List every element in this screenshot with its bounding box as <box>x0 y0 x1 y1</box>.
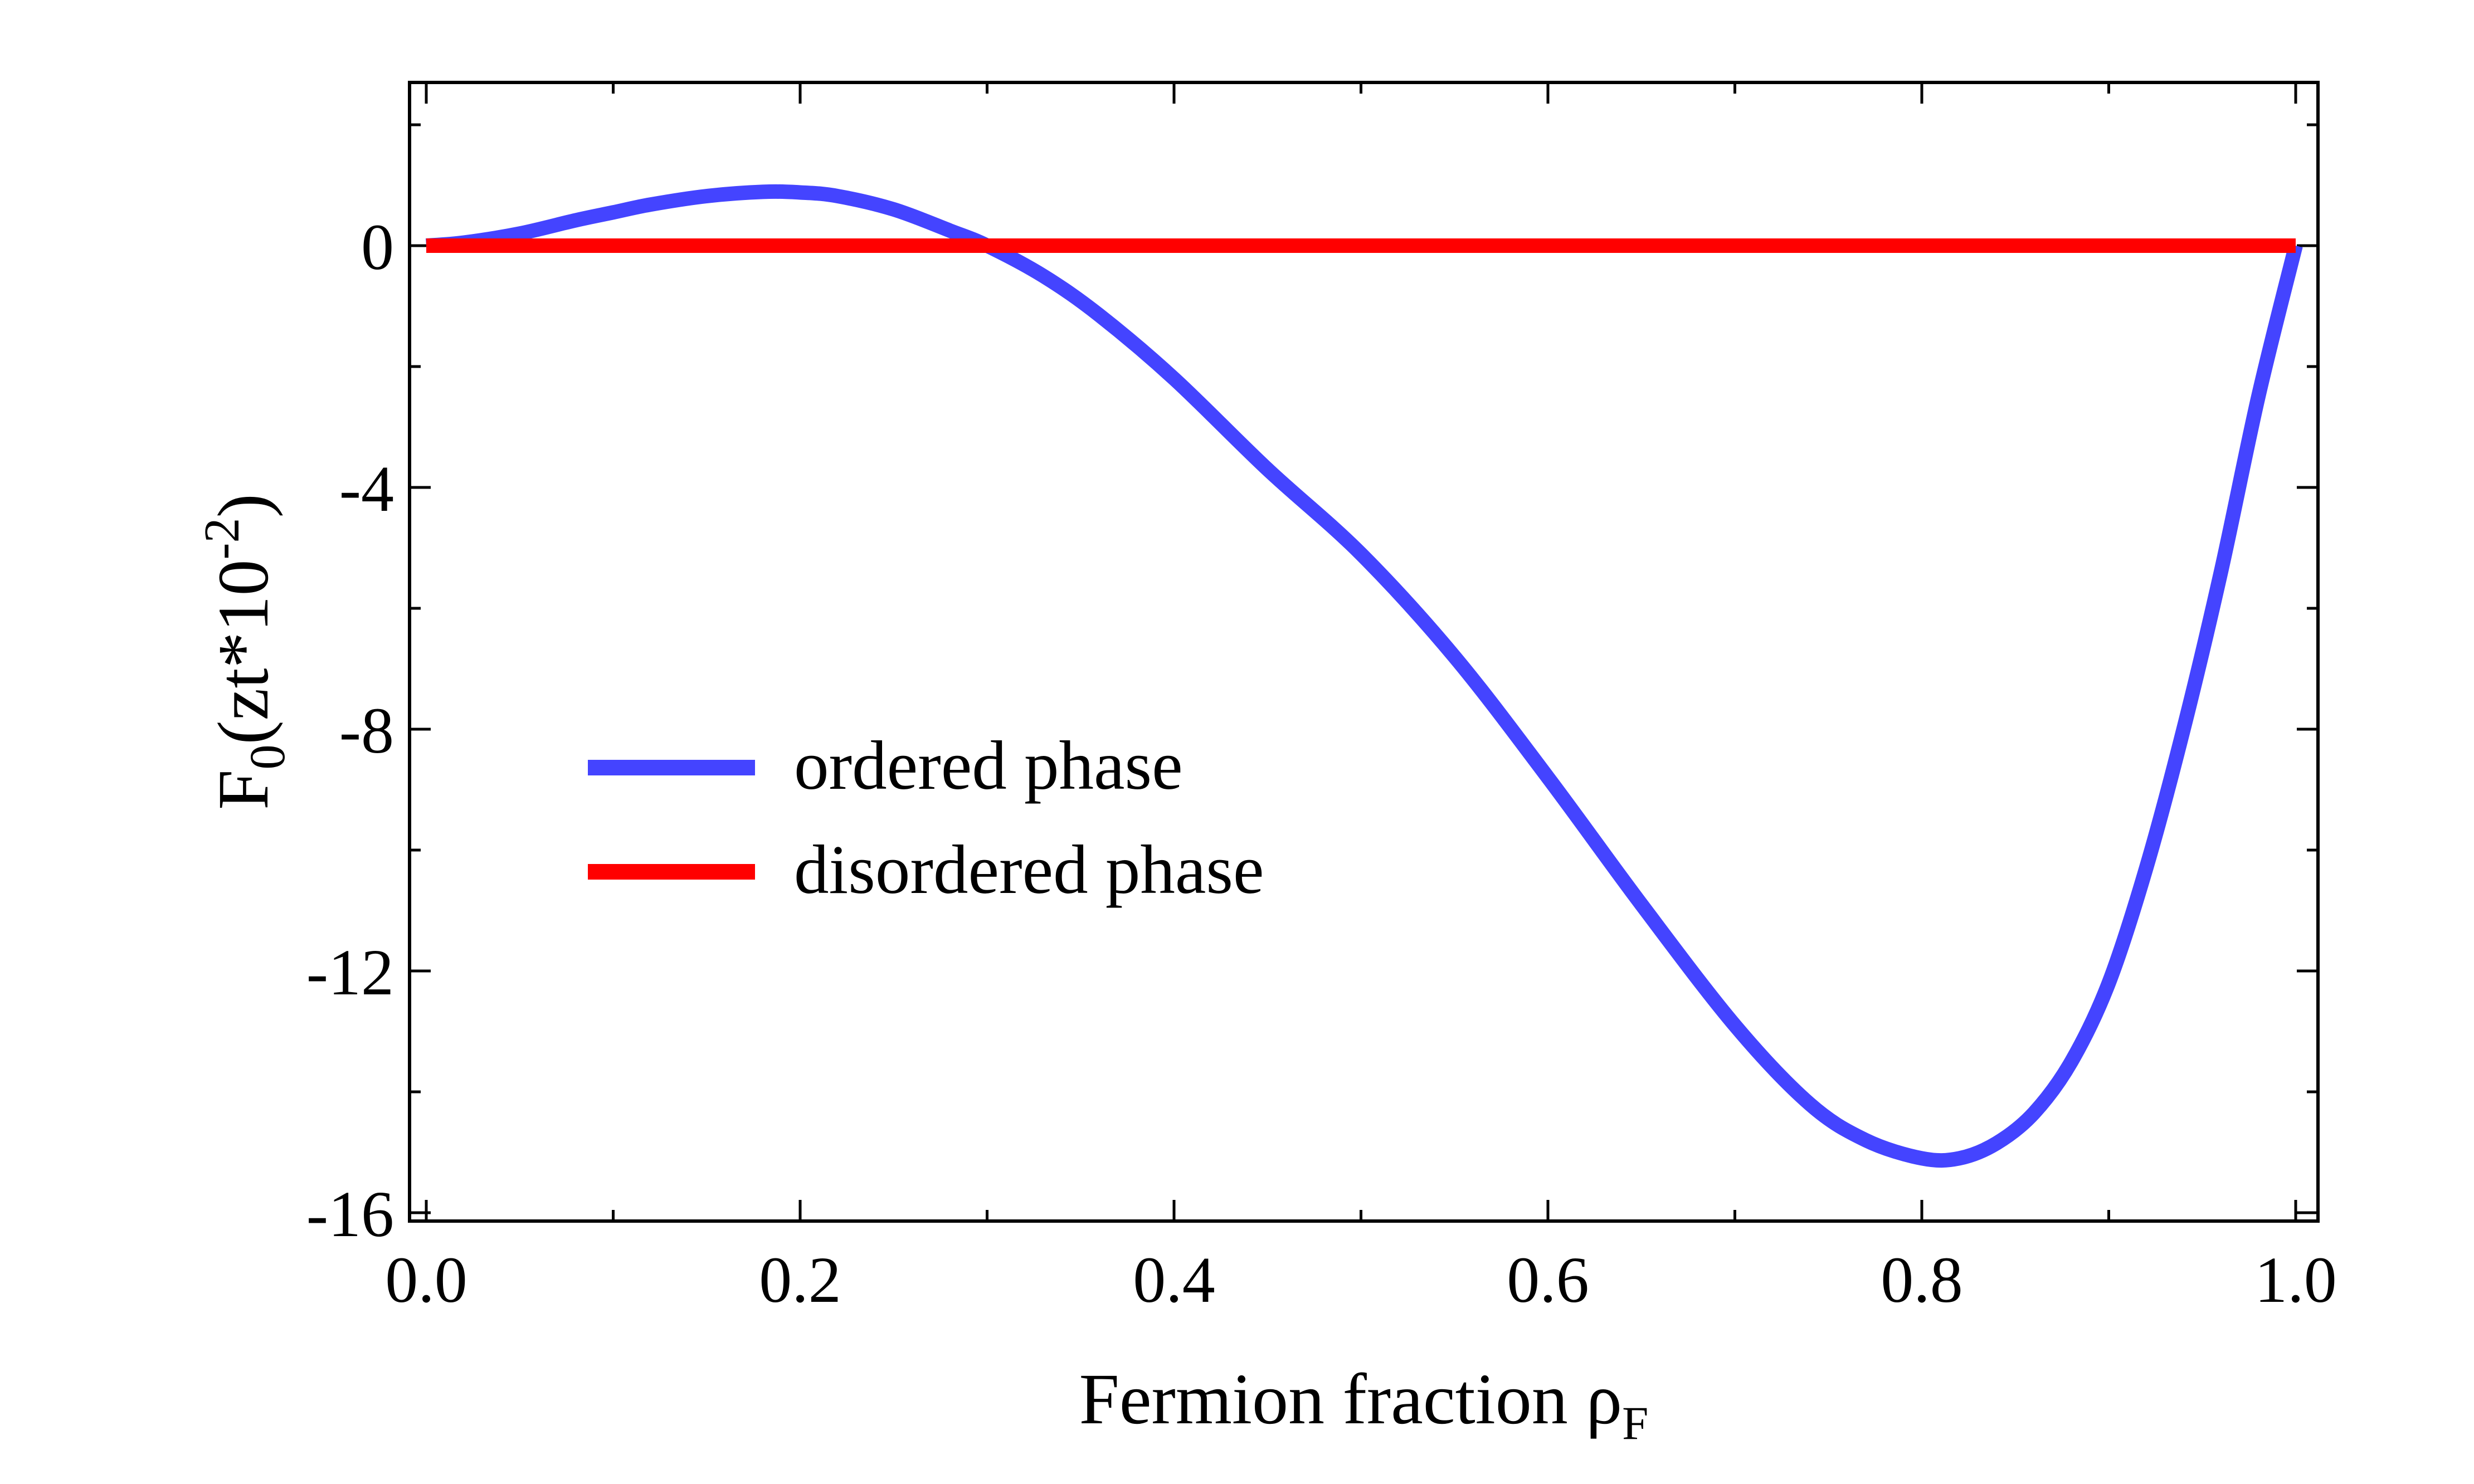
x-tick-labels: 0.0 0.2 0.4 0.6 0.8 1.0 <box>385 1243 2337 1316</box>
legend-label-ordered: ordered phase <box>794 728 1183 804</box>
x-tick-label: 0.6 <box>1507 1243 1589 1316</box>
legend-label-disordered: disordered phase <box>794 832 1264 909</box>
y-tick-label: -12 <box>306 936 394 1009</box>
series-ordered-phase <box>425 184 2303 1168</box>
plot-frame <box>408 81 2320 1223</box>
y-tick-label: 0 <box>361 211 394 284</box>
x-tick-label: 0.8 <box>1881 1243 1963 1316</box>
tick-marks <box>410 82 2318 1221</box>
legend: ordered phase disordered phase <box>588 728 1264 909</box>
y-tick-labels: 0 -4 -8 -12 -16 <box>306 211 394 1251</box>
y-tick-label: -4 <box>339 452 394 525</box>
x-tick-label: 0.2 <box>759 1243 841 1316</box>
x-tick-label: 0.0 <box>385 1243 467 1316</box>
x-tick-label: 0.4 <box>1133 1243 1215 1316</box>
y-axis-label: F0(zt*10-2) <box>194 494 295 810</box>
series-layer <box>425 184 2303 1168</box>
x-axis-label: Fermion fraction ρF <box>1079 1359 1649 1449</box>
y-tick-label: -16 <box>306 1178 394 1251</box>
x-tick-label: 1.0 <box>2254 1243 2337 1316</box>
y-tick-label: -8 <box>339 694 394 767</box>
